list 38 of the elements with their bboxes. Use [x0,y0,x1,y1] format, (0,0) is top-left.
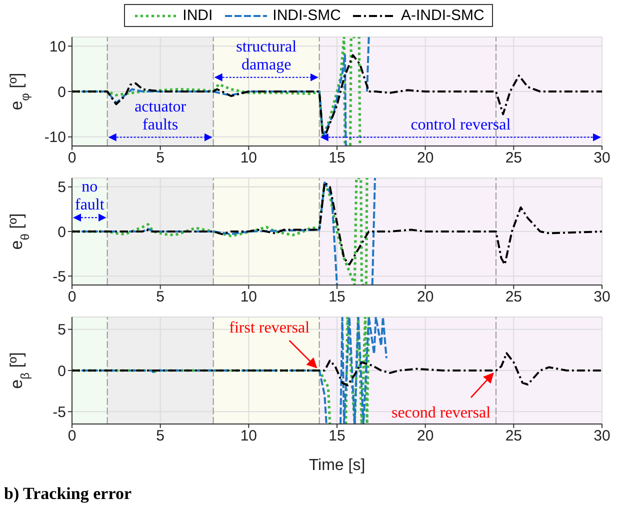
y-tick-label: 10 [49,38,66,56]
x-tick-label: 20 [416,428,434,445]
x-tick-label: 15 [328,428,346,445]
x-tick-label: 10 [240,428,258,445]
x-tick-label: 25 [505,288,522,306]
x-tick-label: 5 [156,288,165,306]
y-tick-label: -5 [52,268,66,286]
band-label: structural damage [236,38,298,74]
text: b) Tracking error [4,484,132,504]
x-tick-label: 15 [328,288,346,306]
x-tick-label: 5 [156,428,165,445]
x-tick-label: 30 [594,288,610,306]
annotation: second reversal [391,404,492,422]
x-tick-label: 20 [416,150,434,167]
band-label: control reversal [410,116,512,134]
y-tick-label: 0 [58,362,66,380]
annotation: first reversal [229,320,310,336]
y-tick-label: 0 [58,84,66,101]
legend-label: A-INDI-SMC [401,7,484,24]
x-tick-label: 10 [240,288,258,306]
x-tick-label: 15 [328,150,346,167]
y-tick-label: 5 [58,322,66,339]
x-tick-label: 30 [594,428,610,445]
x-tick-label: 5 [156,150,165,167]
legend-label: INDI-SMC [272,7,341,24]
x-tick-label: 25 [505,428,522,445]
x-axis-title: Time [s] [308,457,366,474]
x-tick-label: 10 [240,150,258,167]
band-label: no fault [75,178,105,214]
y-tick-label: -5 [52,404,66,421]
band-label: actuator faults [134,98,187,134]
legend-label: INDI [182,7,213,24]
y-tick-label: 5 [58,179,66,196]
x-tick-label: 30 [594,150,610,167]
y-tick-label: 0 [58,224,66,241]
y-tick-label: -10 [44,129,66,146]
x-tick-label: 20 [416,288,434,306]
x-tick-label: 25 [505,150,522,167]
